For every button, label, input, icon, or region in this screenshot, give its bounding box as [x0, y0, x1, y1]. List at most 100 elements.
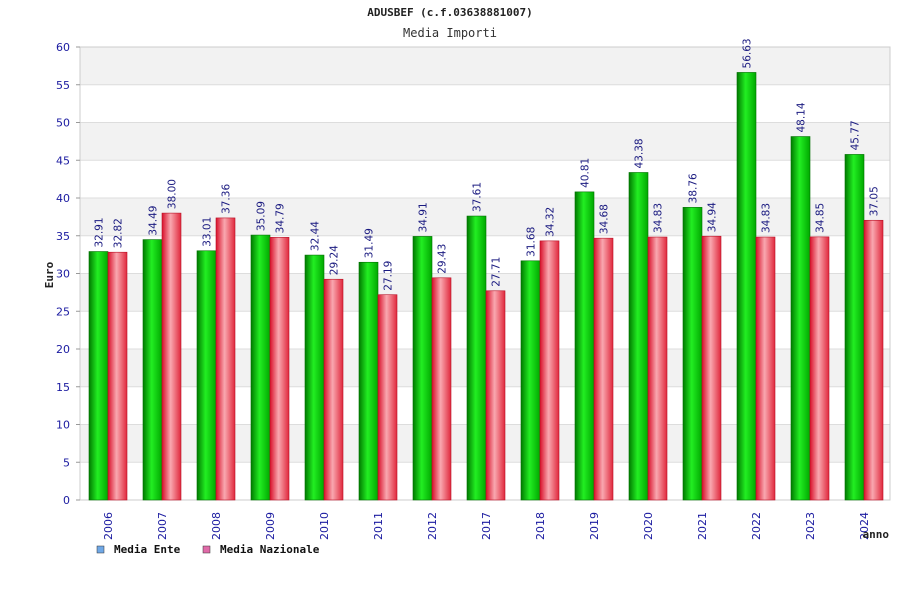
bar-label-media-ente: 56.63: [742, 38, 754, 68]
bar-media-nazionale: [377, 294, 398, 501]
bar-media-ente: [520, 260, 541, 501]
bar-media-nazionale: [323, 278, 344, 501]
bar-media-ente: [790, 136, 811, 501]
bar-media-ente: [736, 72, 757, 501]
x-axis-ticks: 2006 2007 2008 2009 2010 2011 2012 2017 2018 2019…: [102, 512, 871, 540]
y-tick-label: 30: [56, 268, 70, 281]
bar-media-ente: [250, 234, 271, 501]
bar-label-media-nazionale: 27.71: [491, 257, 503, 287]
bar-media-ente: [466, 215, 487, 501]
bar-label-media-nazionale: 34.83: [761, 203, 773, 233]
bar-media-ente: [628, 172, 649, 501]
bar-media-nazionale: [539, 240, 560, 501]
x-tick-label: 2011: [372, 512, 385, 540]
bar-media-nazionale: [593, 237, 614, 501]
bar-label-media-nazionale: 34.94: [707, 202, 719, 232]
y-tick-label: 10: [56, 419, 70, 432]
bar-media-nazionale: [431, 277, 452, 501]
bar-label-media-nazionale: 34.32: [545, 207, 557, 237]
bar-label-media-nazionale: 29.43: [437, 244, 449, 274]
bar-media-nazionale: [809, 236, 830, 501]
bar-media-nazionale: [647, 236, 668, 501]
bar-label-media-ente: 45.77: [850, 120, 862, 150]
x-tick-label: 2021: [696, 512, 709, 540]
bar-label-media-ente: 35.09: [256, 201, 268, 231]
bar-media-ente: [412, 236, 433, 501]
bar-label-media-nazionale: 37.36: [221, 184, 233, 214]
x-tick-label: 2024: [858, 512, 871, 540]
legend: Media Ente Media Nazionale: [96, 543, 320, 556]
grid-band: [80, 122, 890, 161]
bar-label-media-ente: 34.49: [148, 206, 160, 236]
x-tick-label: 2023: [804, 512, 817, 540]
y-tick-label: 60: [56, 41, 70, 54]
x-tick-label: 2009: [264, 512, 277, 540]
y-tick-label: 45: [56, 154, 70, 167]
bar-media-ente: [88, 251, 109, 501]
y-tick-label: 5: [63, 456, 70, 469]
bar-label-media-nazionale: 34.83: [653, 203, 665, 233]
bar-media-nazionale: [863, 219, 884, 501]
bar-label-media-ente: 33.01: [202, 217, 214, 247]
y-tick-label: 0: [63, 494, 70, 507]
y-tick-label: 35: [56, 230, 70, 243]
legend-label-media-ente: Media Ente: [114, 543, 181, 556]
y-axis-ticks: 0 5 10 15 20 25 30 35 40 45 50 55 60: [56, 41, 80, 507]
bar-label-media-ente: 31.68: [526, 227, 538, 257]
bar-label-media-ente: 37.61: [472, 182, 484, 212]
y-axis-label: Euro: [43, 261, 56, 288]
y-tick-label: 55: [56, 79, 70, 92]
x-tick-label: 2010: [318, 512, 331, 540]
legend-label-media-nazionale: Media Nazionale: [220, 543, 320, 556]
x-tick-label: 2017: [480, 512, 493, 540]
bar-media-ente: [304, 254, 325, 501]
bar-media-ente: [574, 191, 595, 501]
bar-media-ente: [682, 207, 703, 501]
x-tick-label: 2007: [156, 512, 169, 540]
legend-swatch-media-ente: [96, 545, 105, 554]
x-tick-label: 2008: [210, 512, 223, 540]
bars: [88, 72, 884, 501]
y-tick-label: 15: [56, 381, 70, 394]
chart-title: ADUSBEF (c.f.03638881007): [367, 6, 533, 19]
bar-label-media-ente: 32.91: [94, 217, 106, 247]
bar-media-nazionale: [701, 235, 722, 501]
bar-media-ente: [358, 261, 379, 501]
x-tick-label: 2022: [750, 512, 763, 540]
bar-label-media-nazionale: 27.19: [383, 261, 395, 291]
bar-label-media-ente: 34.91: [418, 202, 430, 232]
x-tick-label: 2012: [426, 512, 439, 540]
bar-label-media-ente: 48.14: [796, 102, 808, 132]
bar-media-nazionale: [161, 212, 182, 501]
bar-media-ente: [844, 154, 865, 501]
x-tick-label: 2020: [642, 512, 655, 540]
bar-label-media-nazionale: 38.00: [167, 179, 179, 209]
x-axis-label: anno: [863, 528, 890, 541]
bar-media-nazionale: [107, 251, 128, 501]
y-tick-label: 25: [56, 305, 70, 318]
bar-label-media-nazionale: 34.68: [599, 204, 611, 234]
chart-subtitle: Media Importi: [403, 26, 497, 40]
bar-label-media-nazionale: 37.05: [869, 186, 881, 216]
bar-label-media-ente: 31.49: [364, 228, 376, 258]
bar-labels: 32.91 32.82 34.49 38.00 33.01 37.36 35.09 34.79…: [94, 38, 881, 290]
bar-label-media-nazionale: 34.79: [275, 203, 287, 233]
y-tick-label: 50: [56, 117, 70, 130]
bar-label-media-nazionale: 32.82: [113, 218, 125, 248]
x-tick-label: 2018: [534, 512, 547, 540]
legend-swatch-media-nazionale: [202, 545, 211, 554]
x-tick-label: 2006: [102, 512, 115, 540]
bar-label-media-nazionale: 34.85: [815, 203, 827, 233]
bar-label-media-ente: 38.76: [688, 173, 700, 203]
bar-label-media-nazionale: 29.24: [329, 245, 341, 275]
y-tick-label: 20: [56, 343, 70, 356]
bar-label-media-ente: 43.38: [634, 138, 646, 168]
bar-label-media-ente: 32.44: [310, 221, 322, 251]
bar-media-nazionale: [755, 236, 776, 501]
y-tick-label: 40: [56, 192, 70, 205]
bar-media-ente: [196, 250, 217, 501]
bar-media-nazionale: [215, 217, 236, 501]
grid-band: [80, 47, 890, 85]
bar-label-media-ente: 40.81: [580, 158, 592, 188]
